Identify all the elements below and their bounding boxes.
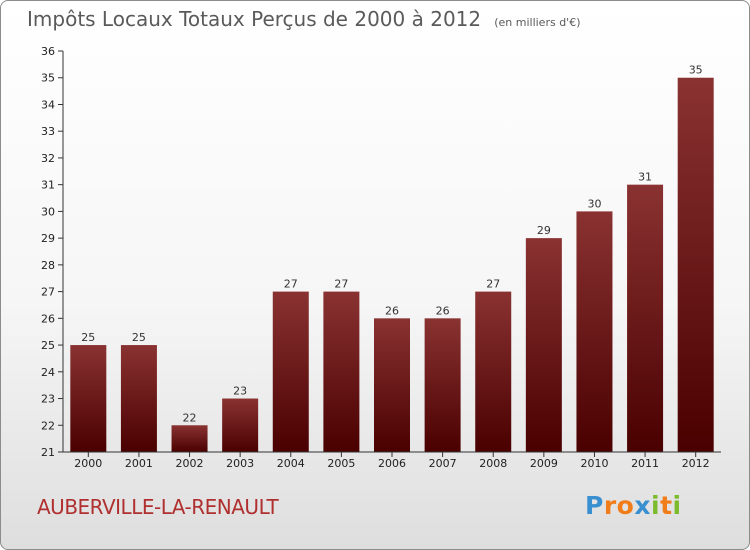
logo-letter: i (672, 491, 682, 520)
y-tick-label: 28 (41, 259, 55, 272)
x-tick-label: 2008 (479, 457, 507, 470)
bar (677, 77, 714, 452)
y-tick-label: 25 (41, 339, 55, 352)
data-label: 27 (334, 278, 348, 291)
y-tick-label: 24 (41, 366, 55, 379)
bar (70, 345, 107, 452)
data-label: 29 (537, 224, 551, 237)
bar (576, 211, 613, 452)
x-tick-label: 2005 (327, 457, 355, 470)
y-tick-label: 31 (41, 179, 55, 192)
x-tick-label: 2001 (125, 457, 153, 470)
y-tick-label: 21 (41, 446, 55, 459)
data-label: 30 (587, 197, 601, 210)
logo-letter: r (603, 491, 617, 520)
bar (222, 398, 259, 452)
y-tick-label: 30 (41, 205, 55, 218)
y-tick-label: 27 (41, 286, 55, 299)
bar (374, 318, 410, 452)
x-tick-label: 2007 (429, 457, 457, 470)
data-label: 23 (233, 385, 247, 398)
y-tick-label: 23 (41, 393, 55, 406)
y-tick-label: 22 (41, 419, 55, 432)
title-row: Impôts Locaux Totaux Perçus de 2000 à 20… (27, 7, 581, 31)
x-tick-label: 2002 (176, 457, 204, 470)
y-tick-label: 29 (41, 232, 55, 245)
y-tick-label: 35 (41, 72, 55, 85)
bar (120, 345, 157, 452)
bar (475, 291, 512, 452)
logo-letter: i (651, 491, 661, 520)
logo-letter: o (616, 491, 635, 520)
data-label: 27 (284, 278, 298, 291)
bar (272, 291, 309, 452)
y-tick-label: 36 (41, 45, 55, 58)
x-tick-label: 2004 (277, 457, 305, 470)
data-label: 22 (183, 411, 197, 424)
data-label: 26 (385, 304, 399, 317)
x-tick-label: 2006 (378, 457, 406, 470)
data-label: 27 (486, 278, 500, 291)
x-tick-label: 2003 (226, 457, 254, 470)
bar (424, 318, 461, 452)
bar (525, 238, 562, 452)
data-label: 26 (436, 304, 450, 317)
chart-unit: (en milliers d'€) (494, 16, 581, 29)
x-tick-label: 2009 (530, 457, 558, 470)
x-tick-label: 2000 (74, 457, 102, 470)
data-label: 35 (689, 64, 703, 77)
commune-name: AUBERVILLE-LA-RENAULT (37, 495, 279, 519)
logo-letter: P (585, 491, 604, 520)
chart-title: Impôts Locaux Totaux Perçus de 2000 à 20… (27, 7, 482, 31)
y-tick-label: 32 (41, 152, 55, 165)
y-tick-label: 26 (41, 312, 55, 325)
bar (627, 184, 664, 452)
bar (171, 425, 208, 452)
x-tick-label: 2011 (631, 457, 659, 470)
y-tick-label: 34 (41, 98, 55, 111)
y-tick-label: 33 (41, 125, 55, 138)
data-label: 25 (81, 331, 95, 344)
proxiti-logo: Proxiti (585, 491, 682, 520)
data-label: 25 (132, 331, 146, 344)
x-tick-label: 2012 (682, 457, 710, 470)
logo-letter: x (634, 491, 651, 520)
x-tick-label: 2010 (580, 457, 608, 470)
bar (323, 291, 360, 452)
data-label: 31 (638, 171, 652, 184)
logo-letter: t (660, 491, 673, 520)
